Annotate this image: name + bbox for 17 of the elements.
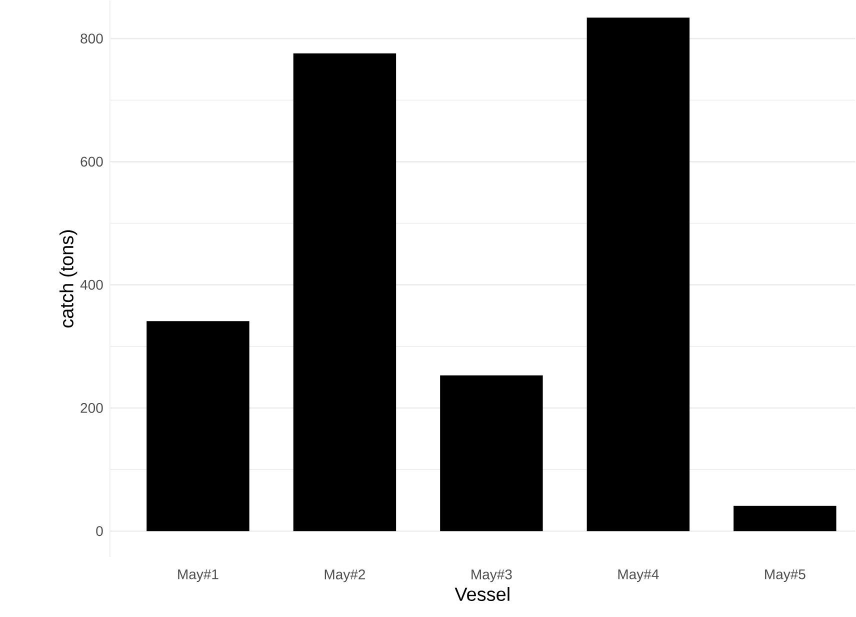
x-tick-label: May#2 xyxy=(324,570,365,582)
x-axis-title: Vessel xyxy=(454,587,510,601)
bar xyxy=(440,375,543,532)
x-tick-label: May#4 xyxy=(618,570,659,582)
bar xyxy=(293,53,396,532)
bar xyxy=(734,506,836,532)
y-axis-title: catch (tons) xyxy=(59,230,78,328)
y-tick-label: 200 xyxy=(80,403,103,413)
x-tick-label: May#1 xyxy=(178,570,218,582)
y-tick-label: 600 xyxy=(80,156,103,167)
y-tick-label: 400 xyxy=(80,280,103,290)
y-tick-label: 800 xyxy=(80,34,103,44)
bar xyxy=(586,18,690,532)
x-tick-label: May#5 xyxy=(765,570,806,582)
y-tick-label: 0 xyxy=(96,526,103,536)
bar xyxy=(146,321,250,532)
x-tick-label: May#3 xyxy=(472,570,512,582)
